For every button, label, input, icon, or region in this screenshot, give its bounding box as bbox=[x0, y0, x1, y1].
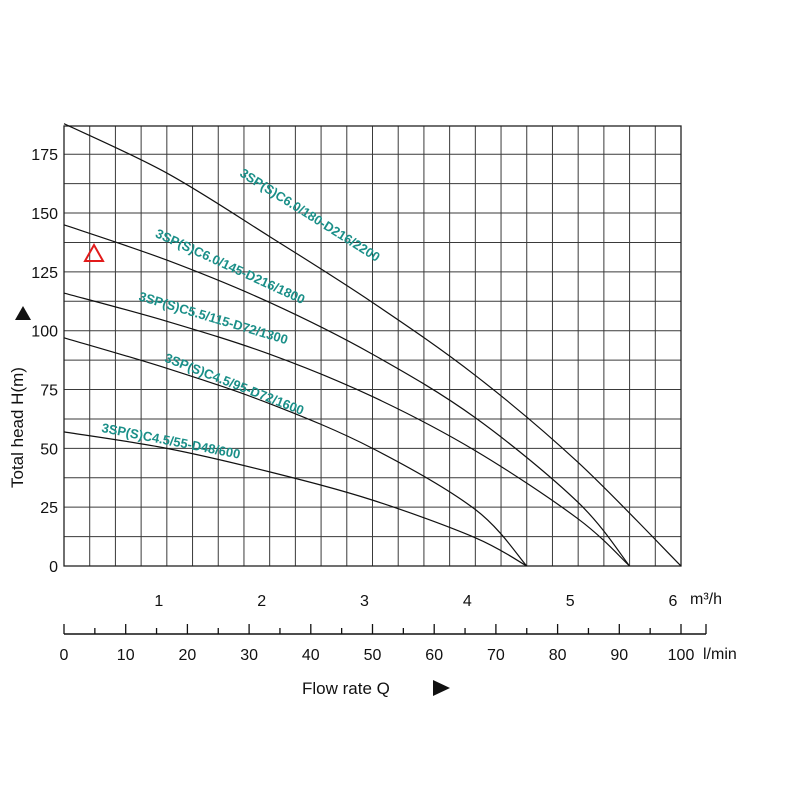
curve-3 bbox=[63, 292, 630, 567]
x-tick-label: 6 bbox=[669, 593, 678, 610]
x-tick-label: 5 bbox=[566, 593, 575, 610]
y-axis-title: Total head H(m) bbox=[8, 367, 27, 488]
curve-label-layer: 3SP(S)C6.0/180-D216/22003SP(S)C6.0/145-D… bbox=[100, 165, 382, 461]
y-tick-label: 75 bbox=[40, 383, 58, 400]
x-tick-label: 4 bbox=[463, 593, 472, 610]
x-axis-title: Flow rate Q bbox=[302, 679, 390, 698]
y-tick-label: 175 bbox=[31, 147, 58, 164]
x2-unit-label: l/min bbox=[703, 646, 737, 663]
curve-4 bbox=[63, 337, 528, 567]
x2-tick-label: 30 bbox=[240, 647, 258, 664]
x-tick-label: 1 bbox=[154, 593, 163, 610]
x2-tick-label: 0 bbox=[60, 647, 69, 664]
x-tick-label: 3 bbox=[360, 593, 369, 610]
x-tick-labels: 1 2 3 4 5 6 bbox=[154, 593, 677, 610]
x2-tick-label: 40 bbox=[302, 647, 320, 664]
x2-tick-label: 20 bbox=[179, 647, 197, 664]
y-tick-label: 150 bbox=[31, 206, 58, 223]
secondary-x-axis: 0 10 20 30 40 50 60 70 80 90 100 bbox=[60, 624, 707, 664]
x2-tick-label: 100 bbox=[668, 647, 695, 664]
x2-tick-label: 70 bbox=[487, 647, 505, 664]
y-tick-label: 25 bbox=[40, 500, 58, 517]
y-tick-labels: 0 25 50 75 100 125 150 175 bbox=[31, 147, 58, 576]
x2-tick-label: 60 bbox=[425, 647, 443, 664]
warning-triangle-icon bbox=[83, 242, 105, 262]
curve-1 bbox=[63, 123, 682, 567]
grid-layer bbox=[64, 126, 681, 566]
curve-2 bbox=[63, 224, 631, 567]
x-tick-label: 2 bbox=[257, 593, 266, 610]
curve-5 bbox=[63, 431, 528, 567]
y-tick-label: 125 bbox=[31, 265, 58, 282]
x-axis-arrow-icon bbox=[433, 680, 450, 696]
curve-label-1: 3SP(S)C6.0/180-D216/2200 bbox=[237, 165, 383, 264]
y-tick-label: 50 bbox=[40, 441, 58, 458]
x-unit-label: m³/h bbox=[690, 591, 722, 608]
y-axis-arrow-icon bbox=[15, 306, 31, 320]
x2-tick-label: 90 bbox=[610, 647, 628, 664]
x2-tick-label: 50 bbox=[364, 647, 382, 664]
y-tick-label: 100 bbox=[31, 324, 58, 341]
x2-tick-label: 80 bbox=[549, 647, 567, 664]
y-tick-label: 0 bbox=[49, 559, 58, 576]
curve-label-3: 3SP(S)C5.5/115-D72/1300 bbox=[137, 289, 289, 348]
curve-label-2: 3SP(S)C6.0/145-D216/1800 bbox=[153, 226, 307, 307]
plot-frame bbox=[63, 125, 682, 567]
x2-tick-label: 10 bbox=[117, 647, 135, 664]
curve-layer bbox=[63, 123, 682, 567]
